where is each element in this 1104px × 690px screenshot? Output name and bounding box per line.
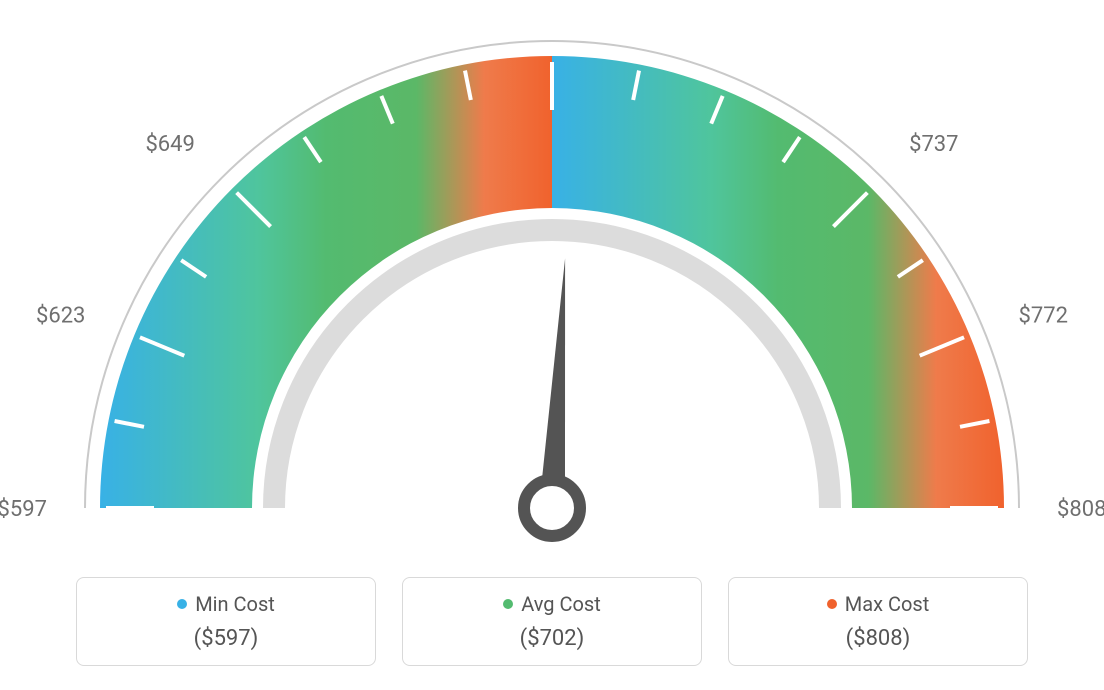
legend: Min Cost ($597) Avg Cost ($702) Max Cost… bbox=[0, 577, 1104, 666]
legend-avg-value: ($702) bbox=[520, 626, 585, 651]
legend-max-label: Max Cost bbox=[845, 592, 930, 616]
legend-card-min: Min Cost ($597) bbox=[76, 577, 376, 666]
gauge-tick-label: $649 bbox=[145, 132, 194, 157]
max-dot bbox=[827, 599, 837, 609]
gauge-tick-label: $772 bbox=[1019, 304, 1068, 329]
gauge-needle bbox=[539, 258, 565, 508]
gauge-tick-label: $623 bbox=[36, 304, 85, 329]
avg-dot bbox=[503, 599, 513, 609]
gauge-band bbox=[552, 56, 1004, 508]
gauge-tick-label: $737 bbox=[909, 132, 958, 157]
legend-max-value: ($808) bbox=[846, 626, 911, 651]
gauge-needle-hub bbox=[524, 480, 580, 536]
cost-gauge: $597$623$649$702$737$772$808 bbox=[0, 10, 1104, 550]
legend-card-avg: Avg Cost ($702) bbox=[402, 577, 702, 666]
legend-avg-label: Avg Cost bbox=[521, 592, 601, 616]
gauge-tick-label: $808 bbox=[1057, 497, 1104, 522]
gauge-band bbox=[100, 56, 552, 508]
legend-min-label: Min Cost bbox=[195, 592, 275, 616]
legend-card-max: Max Cost ($808) bbox=[728, 577, 1028, 666]
legend-min-value: ($597) bbox=[194, 626, 259, 651]
min-dot bbox=[177, 599, 187, 609]
gauge-tick-label: $597 bbox=[0, 497, 47, 522]
